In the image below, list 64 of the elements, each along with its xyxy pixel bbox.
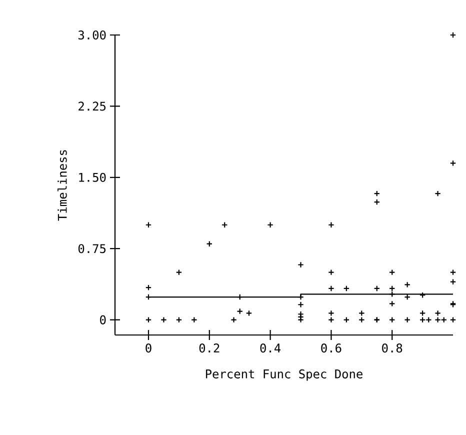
point xyxy=(328,269,334,276)
point xyxy=(388,285,396,292)
y-tick-label: 1.50 xyxy=(79,172,106,182)
point xyxy=(388,269,396,276)
point xyxy=(450,32,456,38)
point xyxy=(450,278,456,285)
point xyxy=(343,316,350,323)
point xyxy=(160,316,167,323)
point xyxy=(328,285,334,292)
point xyxy=(434,190,441,197)
point xyxy=(221,222,228,228)
y-axis-title: Timeliness xyxy=(58,150,67,221)
point xyxy=(434,310,441,316)
point xyxy=(450,316,456,323)
point xyxy=(298,294,304,300)
point xyxy=(450,160,456,166)
point xyxy=(404,294,410,300)
point xyxy=(230,316,237,323)
point xyxy=(298,301,304,308)
point xyxy=(246,310,252,316)
point xyxy=(440,316,448,323)
point xyxy=(298,310,304,318)
point xyxy=(419,310,426,316)
point xyxy=(404,316,410,323)
point xyxy=(358,316,365,323)
point xyxy=(298,314,304,320)
x-tick-label: 0.8 xyxy=(382,344,402,353)
y-tick-label: 0.75 xyxy=(78,244,106,254)
point xyxy=(434,316,441,323)
point xyxy=(176,316,182,323)
point xyxy=(404,282,410,288)
point xyxy=(450,269,456,276)
point xyxy=(145,222,152,228)
x-tick-label: 0.4 xyxy=(260,344,281,353)
point xyxy=(374,285,380,292)
point xyxy=(419,316,426,323)
point xyxy=(267,222,274,228)
x-axis-title: Percent Func Spec Done xyxy=(206,369,362,381)
point xyxy=(176,269,182,276)
x-tick-label: 0 xyxy=(146,344,152,353)
point xyxy=(298,262,304,268)
point xyxy=(388,300,396,307)
x-tick-label: 0.2 xyxy=(199,344,220,353)
point xyxy=(206,240,213,247)
point xyxy=(419,292,426,298)
point xyxy=(374,190,380,197)
point xyxy=(145,284,152,291)
point xyxy=(328,316,334,323)
point xyxy=(328,310,334,316)
point xyxy=(191,316,198,323)
point xyxy=(426,316,432,323)
y-tick-label: 0 xyxy=(100,315,106,324)
y-tick-label: 3.00 xyxy=(78,30,106,40)
y-tick-label: 2.25 xyxy=(78,102,106,111)
x-tick-label: 0.6 xyxy=(321,344,342,353)
point xyxy=(374,198,380,206)
point xyxy=(343,285,350,292)
point xyxy=(358,310,365,316)
point xyxy=(236,294,243,300)
point xyxy=(388,316,396,323)
point xyxy=(388,291,396,298)
point xyxy=(145,316,152,323)
point xyxy=(328,222,334,228)
point xyxy=(236,308,243,314)
